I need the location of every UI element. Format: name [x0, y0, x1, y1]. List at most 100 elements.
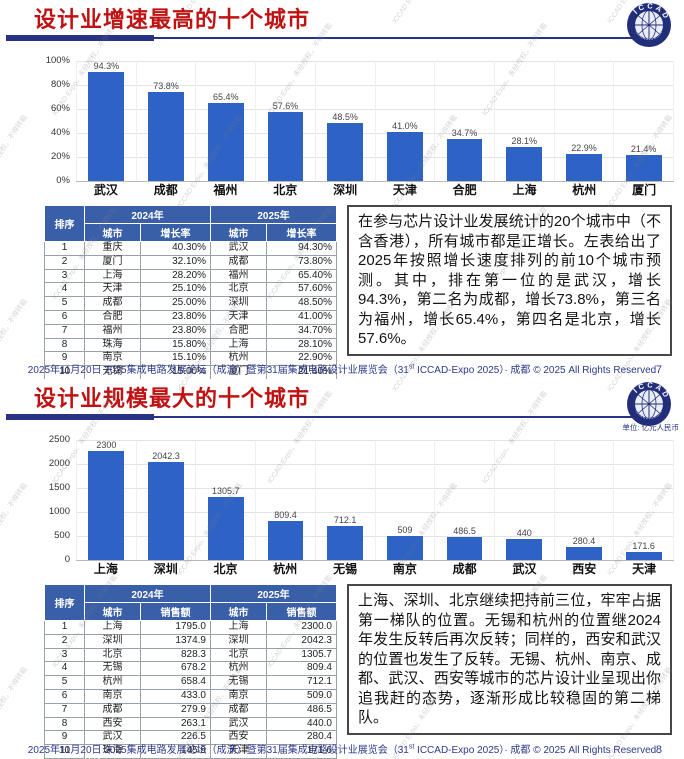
table-row: 1 上海 1795.0 上海 2300.0 — [44, 620, 337, 635]
x-axis-label: 天津 — [632, 562, 657, 576]
scale-rank-table: 排序 2024年 2025年 城市 销售额 城市 销售额 1 上海 1795.0 上海… — [44, 584, 337, 759]
year-2024-header: 2024年 — [84, 205, 211, 224]
analysis-note: 在参与芯片设计业发展统计的20个城市中（不含香港），所有城市都是正增长。左表给出… — [347, 205, 672, 356]
x-axis-label: 天津 — [392, 183, 417, 197]
x-axis-label: 上海 — [93, 562, 118, 576]
year-2025-header: 2025年 — [210, 584, 337, 603]
page-title: 设计业规模最大的十个城市 — [34, 386, 311, 411]
table-row: 6 合肥 23.80% 天津 41.00% — [44, 309, 337, 325]
bar-南京 — [386, 535, 423, 560]
bar-深圳 — [327, 122, 364, 181]
slide-scale-top10: 设计业规模最大的十个城市 ICCAD •••••••••••••••••••• — [0, 379, 684, 759]
bar-value-label: 509 — [397, 524, 413, 535]
title-underline — [6, 35, 676, 41]
bar-无锡 — [327, 525, 364, 560]
iccad-logo: ICCAD •••••••••••••••••••• — [626, 1, 672, 48]
chart-unit-label: 单位: 亿元人民币 — [622, 423, 679, 432]
x-axis-label: 上海 — [512, 183, 537, 197]
x-axis-label: 深圳 — [153, 562, 178, 576]
x-axis-label: 成都 — [452, 562, 477, 576]
y-axis-tick: 100% — [45, 55, 70, 66]
title-underline — [6, 414, 676, 420]
growth-rank-table: 排序 2024年 2025年 城市 增长率 城市 增长率 1 重庆 40.30% 武汉… — [44, 205, 337, 379]
y-axis-tick: 40% — [50, 127, 70, 138]
x-axis-label: 杭州 — [572, 183, 597, 197]
bar-value-label: 280.4 — [572, 535, 596, 546]
bar-厦门 — [625, 155, 662, 181]
x-axis-label: 武汉 — [512, 562, 537, 576]
table-row: 6 南京 433.0 南京 509.0 — [44, 688, 337, 704]
table-row: 2 厦门 32.10% 成都 73.80% — [44, 254, 337, 270]
x-axis-label: 福州 — [213, 183, 238, 197]
bar-北京 — [207, 497, 244, 560]
bar-成都 — [148, 92, 184, 181]
table-row: 1 重庆 40.30% 武汉 94.30% — [44, 241, 337, 256]
x-axis-label: 厦门 — [632, 183, 657, 197]
bar-value-label: 2042.3 — [152, 451, 180, 461]
y-axis-tick: 2000 — [48, 458, 70, 469]
rank-header: 排序 — [44, 205, 85, 242]
bar-value-label: 171.6 — [632, 540, 655, 551]
table-row: 8 西安 263.1 武汉 440.0 — [44, 716, 337, 732]
bar-福州 — [207, 102, 244, 181]
page-number: 8 — [655, 744, 662, 756]
bar-value-label: 440 — [516, 527, 532, 538]
bar-value-label: 28.1% — [511, 136, 538, 147]
y-axis-tick: 1500 — [48, 482, 70, 493]
table-row: 7 成都 279.9 成都 486.5 — [44, 702, 337, 718]
bar-合肥 — [446, 139, 483, 181]
bar-西安 — [566, 546, 602, 560]
bar-杭州 — [566, 153, 602, 181]
table-row: 3 上海 28.20% 福州 65.40% — [44, 268, 337, 284]
bar-chart-scale: 2500 2000 1500 1000 500 0 2300 2042.3 1305.7 809.… — [36, 426, 676, 578]
bar-value-label: 48.5% — [332, 111, 358, 122]
table-row: 4 天津 25.10% 北京 57.60% — [44, 282, 337, 298]
bar-武汉 — [88, 72, 125, 181]
y-axis-tick: 500 — [54, 530, 70, 541]
table-row: 10 珠海 145.9 天津 171.6 — [44, 744, 337, 759]
rank-header: 排序 — [44, 584, 85, 621]
bar-天津 — [386, 131, 423, 181]
slide-footer: 2025年11月20日 2025集成电路发展论坛（成渝）暨第31届集成电路设计业… — [27, 363, 657, 376]
x-axis-label: 西安 — [572, 562, 597, 576]
table-row: 5 杭州 658.4 无锡 712.1 — [44, 675, 337, 690]
bar-武汉 — [506, 538, 543, 560]
bar-value-label: 57.6% — [272, 100, 299, 111]
slide-growth-top10: 设计业增速最高的十个城市 ICCAD •••••••••••••••••••• — [0, 0, 684, 379]
bar-深圳 — [148, 462, 184, 560]
y-axis-tick: 1000 — [48, 506, 70, 517]
table-row: 9 武汉 226.5 西安 280.4 — [44, 730, 337, 746]
bar-value-label: 21.4% — [630, 144, 657, 155]
bar-value-label: 809.4 — [274, 510, 297, 521]
analysis-note: 上海、深圳、北京继续把持前三位，牢牢占据第一梯队的位置。无锡和杭州的位置继202… — [347, 584, 672, 735]
bar-value-label: 22.9% — [571, 142, 597, 153]
table-row: 7 福州 23.80% 合肥 34.70% — [44, 323, 337, 339]
bar-value-label: 94.3% — [93, 61, 120, 71]
table-row: 5 成都 25.00% 深圳 48.50% — [44, 296, 337, 311]
bar-value-label: 65.4% — [212, 91, 239, 102]
bar-value-label: 41.0% — [392, 120, 418, 131]
y-axis-tick: 0% — [56, 175, 70, 186]
y-axis-tick: 80% — [50, 79, 70, 90]
table-row: 4 无锡 678.2 杭州 809.4 — [44, 661, 337, 677]
bar-上海 — [88, 451, 125, 560]
bar-value-label: 712.1 — [333, 514, 357, 525]
table-row: 2 深圳 1374.9 深圳 2042.3 — [44, 633, 337, 649]
x-axis-label: 成都 — [153, 183, 178, 197]
x-axis-label: 无锡 — [333, 562, 358, 576]
y-axis-tick: 60% — [50, 103, 70, 114]
bar-北京 — [267, 111, 304, 181]
slide-footer: 2025年11月20日 2025集成电路发展论坛（成渝）暨第31届集成电路设计业… — [27, 743, 657, 756]
bar-杭州 — [267, 521, 304, 560]
table-row: 3 北京 828.3 北京 1305.7 — [44, 647, 337, 663]
x-axis-label: 深圳 — [333, 183, 358, 197]
bar-成都 — [446, 536, 483, 560]
y-axis-tick: 0 — [64, 554, 70, 565]
x-axis-label: 武汉 — [93, 183, 118, 197]
page-title: 设计业增速最高的十个城市 — [34, 7, 311, 32]
x-axis-label: 南京 — [392, 562, 417, 576]
bar-value-label: 1305.7 — [211, 486, 240, 497]
year-2024-header: 2024年 — [84, 584, 211, 603]
x-axis-label: 合肥 — [452, 183, 477, 197]
